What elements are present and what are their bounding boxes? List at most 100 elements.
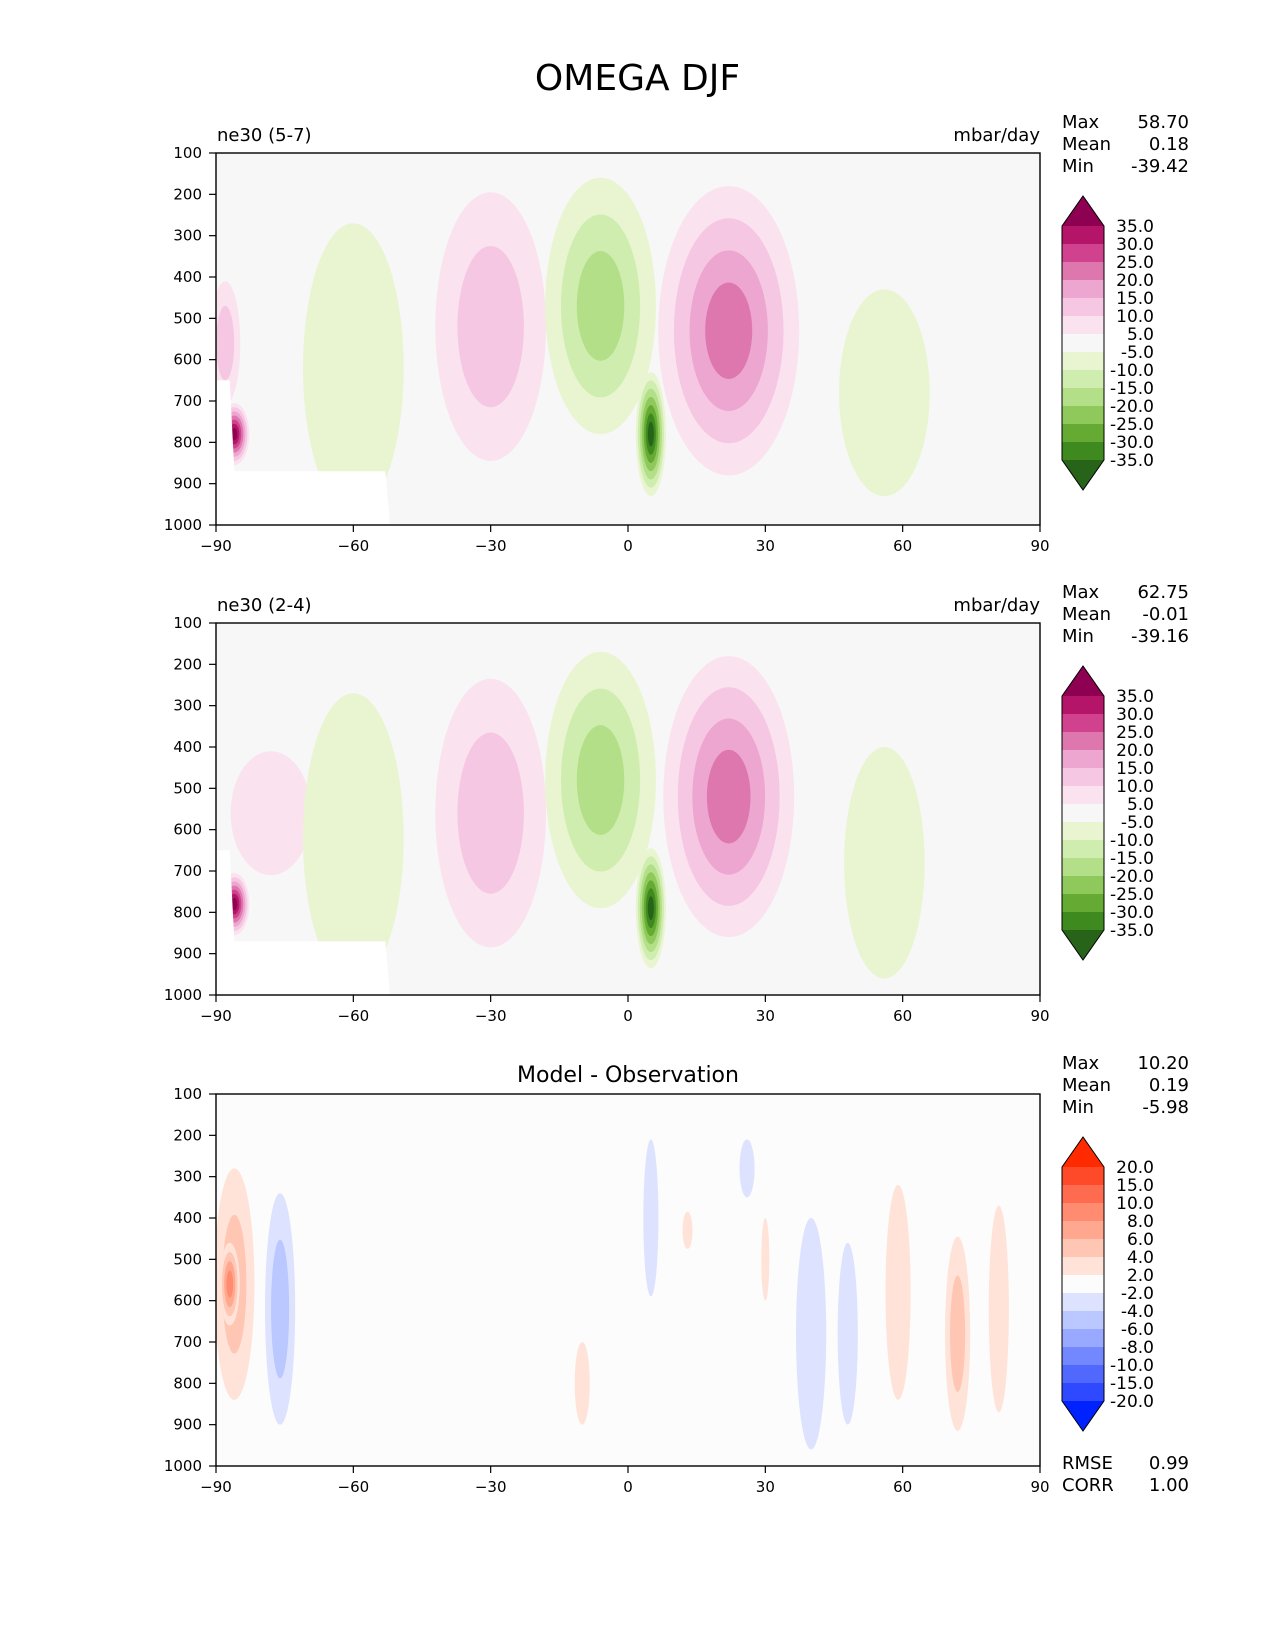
x-tick-label: −90 — [200, 1007, 232, 1025]
x-tick-label: 60 — [893, 537, 912, 555]
colorbar-bin — [1062, 768, 1104, 787]
x-tick-label: 90 — [1030, 1007, 1049, 1025]
colorbar-bin — [1062, 804, 1104, 823]
stat-value: 62.75 — [1137, 582, 1189, 603]
colorbar-label: 10.0 — [1116, 777, 1154, 797]
contour-fill — [576, 251, 625, 361]
contour-fill — [761, 1218, 770, 1301]
x-tick-label: 30 — [756, 1007, 775, 1025]
x-tick-label: 30 — [756, 537, 775, 555]
y-tick-label: 300 — [173, 697, 202, 715]
x-tick-label: 60 — [893, 1007, 912, 1025]
y-tick-label: 500 — [173, 1250, 202, 1268]
colorbar-extend-max — [1062, 196, 1104, 226]
x-tick-label: 90 — [1030, 1478, 1049, 1496]
contour-fill — [885, 1184, 911, 1400]
stat-label: Min — [1062, 156, 1094, 177]
colorbar-bin — [1062, 876, 1104, 895]
colorbar-label: -15.0 — [1110, 849, 1154, 869]
colorbar-bin — [1062, 334, 1104, 353]
contour-fill — [271, 1239, 290, 1379]
footer-stat-value: 1.00 — [1149, 1475, 1189, 1496]
colorbar-frame — [1061, 1136, 1105, 1432]
colorbar-bin — [1062, 1329, 1104, 1348]
colorbar-label: -15.0 — [1110, 1374, 1154, 1394]
colorbar-label: -20.0 — [1110, 867, 1154, 887]
y-tick-label: 800 — [173, 1374, 202, 1392]
colorbar-frame — [1061, 195, 1105, 491]
footer-stat-label: RMSE — [1062, 1453, 1113, 1474]
colorbar-extend-min — [1062, 930, 1104, 960]
colorbar-label: -15.0 — [1110, 379, 1154, 399]
colorbar-label: -25.0 — [1110, 415, 1154, 435]
colorbar-label: 25.0 — [1116, 253, 1154, 273]
colorbar-label: 8.0 — [1127, 1212, 1154, 1232]
colorbar-bin — [1062, 1257, 1104, 1276]
y-tick-label: 200 — [173, 655, 202, 673]
colorbar-bin — [1062, 442, 1104, 461]
colorbar-label: -10.0 — [1110, 1356, 1154, 1376]
colorbar-bin — [1062, 298, 1104, 317]
stat-label: Min — [1062, 626, 1094, 647]
colorbar-label: 30.0 — [1116, 705, 1154, 725]
colorbar-bin — [1062, 388, 1104, 407]
x-tick-label: −60 — [338, 1007, 370, 1025]
colorbar-bin — [1062, 822, 1104, 841]
colorbar-bin — [1062, 226, 1104, 245]
colorbar-bin — [1062, 858, 1104, 877]
colorbar-label: 2.0 — [1127, 1266, 1154, 1286]
y-tick-label: 400 — [173, 268, 202, 286]
stat-value: 0.18 — [1149, 134, 1189, 155]
stat-label: Max — [1062, 1053, 1100, 1074]
colorbar-label: -10.0 — [1110, 361, 1154, 381]
colorbar-label: 20.0 — [1116, 271, 1154, 291]
colorbar-label: -20.0 — [1110, 1392, 1154, 1412]
colorbar-bin — [1062, 1365, 1104, 1384]
topography-mask — [216, 380, 390, 525]
colorbar-label: 20.0 — [1116, 741, 1154, 761]
contour-fill — [988, 1205, 1009, 1413]
colorbar-label: 15.0 — [1116, 1176, 1154, 1196]
contour-fill — [950, 1275, 966, 1393]
y-tick-label: 700 — [173, 1333, 202, 1351]
y-tick-label: 300 — [173, 1168, 202, 1186]
stat-label: Max — [1062, 582, 1100, 603]
colorbar-bin — [1062, 316, 1104, 335]
colorbar-bin — [1062, 786, 1104, 805]
y-tick-label: 600 — [173, 351, 202, 369]
colorbar-extend-max — [1062, 1137, 1104, 1167]
colorbar-bin — [1062, 1347, 1104, 1366]
contour-fill — [796, 1218, 827, 1450]
y-tick-label: 500 — [173, 309, 202, 327]
colorbar-label: -20.0 — [1110, 397, 1154, 417]
contour-fill — [837, 1242, 858, 1425]
contour-fill — [576, 725, 625, 835]
y-tick-label: 1000 — [164, 1457, 202, 1475]
y-tick-label: 400 — [173, 1209, 202, 1227]
y-tick-label: 300 — [173, 227, 202, 245]
stat-label: Min — [1062, 1097, 1094, 1118]
colorbar-label: 15.0 — [1116, 289, 1154, 309]
contour-fill — [231, 427, 238, 441]
footer-stat-label: CORR — [1062, 1475, 1114, 1496]
x-tick-label: −90 — [200, 537, 232, 555]
colorbar-label: -25.0 — [1110, 885, 1154, 905]
contour-fill — [647, 421, 654, 447]
x-tick-label: −30 — [475, 537, 507, 555]
y-tick-label: 800 — [173, 903, 202, 921]
y-tick-label: 200 — [173, 1126, 202, 1144]
stat-value: -5.98 — [1142, 1097, 1189, 1118]
y-tick-label: 100 — [173, 144, 202, 162]
colorbar-label: 6.0 — [1127, 1230, 1154, 1250]
x-tick-label: 0 — [623, 537, 633, 555]
colorbar-bin — [1062, 1185, 1104, 1204]
colorbar-label: 35.0 — [1116, 217, 1154, 237]
panel-title: Model - Observation — [517, 1063, 739, 1088]
y-tick-label: 900 — [173, 945, 202, 963]
colorbar-bin — [1062, 406, 1104, 425]
contour-fill — [230, 751, 312, 876]
contour-fills — [216, 651, 925, 995]
colorbar-label: -5.0 — [1121, 813, 1154, 833]
